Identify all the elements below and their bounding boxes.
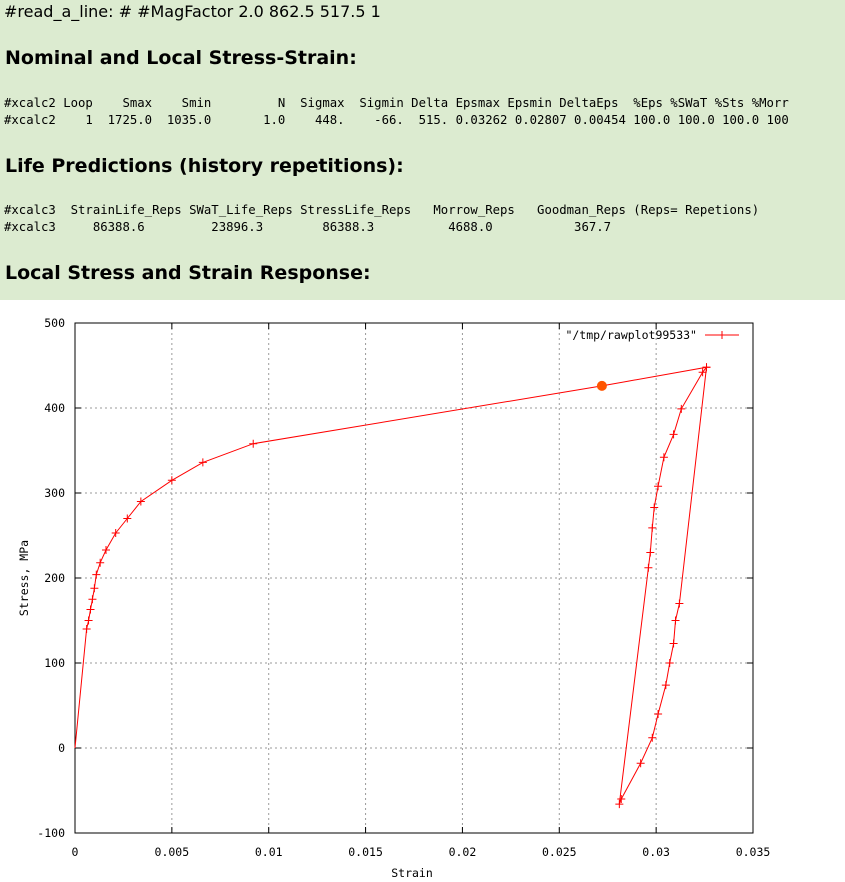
data-point-marker <box>111 528 120 537</box>
data-point-marker <box>198 458 207 467</box>
data-point-marker <box>136 497 145 506</box>
x-tick-label: 0.03 <box>642 845 670 859</box>
y-tick-label: -100 <box>37 826 65 840</box>
y-tick-label: 400 <box>44 401 65 415</box>
plot-ticks <box>74 322 754 834</box>
data-point-marker <box>96 558 105 567</box>
life-header: #xcalc3 StrainLife_Reps SWaT_Life_Reps S… <box>4 203 760 217</box>
data-point-marker <box>249 439 258 448</box>
data-point-marker <box>101 545 110 554</box>
data-point-marker <box>615 800 624 809</box>
data-point-marker <box>702 363 711 372</box>
plot-grid <box>75 323 753 833</box>
y-axis-label: Stress, MPa <box>17 540 31 616</box>
data-point-marker <box>648 523 657 532</box>
life-row: #xcalc3 86388.6 23896.3 86388.3 4688.0 3… <box>4 220 612 234</box>
nominal-row: #xcalc2 1 1725.0 1035.0 1.0 448. -66. 51… <box>4 113 789 127</box>
data-point-marker <box>675 599 684 608</box>
y-tick-label: 0 <box>58 741 65 755</box>
nominal-header: #xcalc2 Loop Smax Smin N Sigmax Sigmin D… <box>4 96 789 110</box>
x-tick-labels: 0 0.005 0.01 0.015 0.02 0.025 0.03 0.035 <box>72 845 771 859</box>
data-point-marker <box>636 759 645 768</box>
data-point-marker <box>644 563 653 572</box>
data-point-marker <box>654 482 663 491</box>
response-section-title: Local Stress and Strain Response: <box>5 262 371 284</box>
x-tick-label: 0.015 <box>348 845 383 859</box>
data-point-marker <box>661 681 670 690</box>
x-tick-label: 0 <box>72 845 79 859</box>
data-point-marker <box>123 514 132 523</box>
y-tick-label: 500 <box>44 316 65 330</box>
y-tick-labels: -100 0 100 200 300 400 500 <box>37 316 65 840</box>
data-point-marker <box>669 430 678 439</box>
data-point-marker <box>617 795 626 803</box>
data-point-marker <box>671 616 680 625</box>
data-point-marker <box>654 710 663 718</box>
y-tick-label: 300 <box>44 486 65 500</box>
series-layer <box>74 363 711 809</box>
data-point-marker <box>659 453 668 462</box>
data-point-marker <box>698 368 707 377</box>
data-point-marker <box>669 639 678 648</box>
x-tick-label: 0.025 <box>542 845 577 859</box>
read-line-text: #read_a_line: # #MagFactor 2.0 862.5 517… <box>4 2 381 21</box>
data-point-marker <box>92 570 101 579</box>
y-tick-label: 200 <box>44 571 65 585</box>
legend-marker-sample <box>718 331 726 339</box>
data-point-marker <box>82 625 91 633</box>
data-point-marker <box>650 503 659 512</box>
life-section-title: Life Predictions (history repetitions): <box>5 155 404 177</box>
data-point-marker <box>646 548 655 557</box>
data-point-marker <box>648 733 657 742</box>
plot-background <box>0 300 845 882</box>
x-tick-label: 0.005 <box>155 845 190 859</box>
y-tick-label: 100 <box>44 656 65 670</box>
data-point-marker <box>90 584 99 593</box>
data-point-marker <box>84 616 93 625</box>
data-point-marker <box>677 404 686 413</box>
x-tick-label: 0.02 <box>449 845 477 859</box>
x-axis-label: Strain <box>391 866 433 880</box>
x-tick-label: 0.035 <box>736 845 771 859</box>
highlight-point <box>596 380 607 391</box>
stress-strain-plot: 0 0.005 0.01 0.015 0.02 0.025 0.03 0.035 -100 0 1… <box>0 300 845 882</box>
nominal-section-title: Nominal and Local Stress-Strain: <box>5 47 357 69</box>
data-point-marker <box>86 605 95 614</box>
data-point-marker <box>167 476 176 485</box>
legend-label: "/tmp/rawplot99533" <box>565 328 697 342</box>
data-point-marker <box>665 659 674 667</box>
x-tick-label: 0.01 <box>255 845 283 859</box>
data-point-marker <box>88 595 97 604</box>
